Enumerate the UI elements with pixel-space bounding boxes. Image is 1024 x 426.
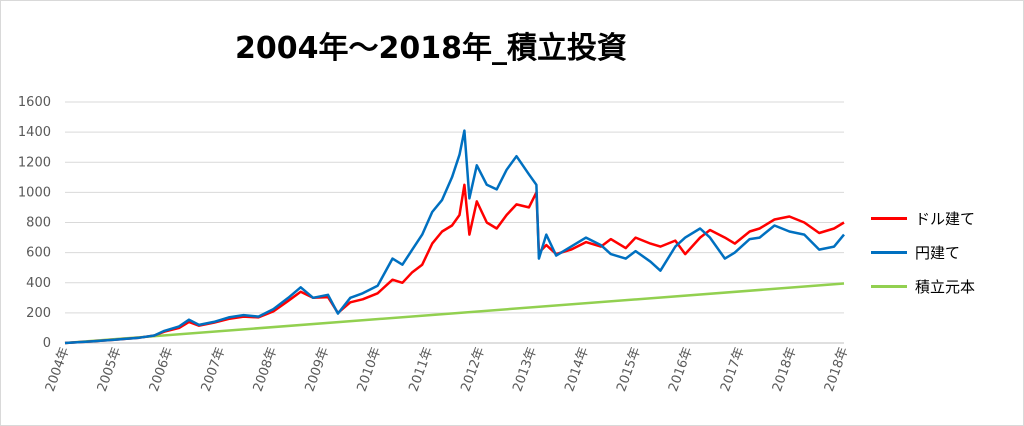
x-tick-label: 2017年: [718, 345, 748, 393]
y-tick-label: 200: [26, 306, 51, 321]
y-tick-label: 1200: [18, 155, 51, 170]
x-tick-label: 2004年: [43, 345, 73, 393]
y-tick-label: 1000: [18, 185, 51, 200]
y-tick-label: 0: [43, 336, 51, 351]
x-tick-label: 2006年: [147, 345, 177, 393]
x-tick-label: 2011年: [406, 345, 436, 393]
series-line-0: [64, 183, 845, 345]
legend-label: 円建て: [915, 243, 961, 262]
x-tick-label: 2015年: [614, 345, 644, 393]
x-tick-label: 2014年: [562, 345, 592, 393]
x-tick-label: 2013年: [510, 345, 540, 393]
y-tick-label: 800: [26, 216, 51, 231]
x-tick-label: 2018年: [770, 345, 800, 393]
x-tick-label: 2010年: [354, 345, 384, 393]
y-tick-label: 1600: [18, 95, 51, 110]
x-tick-label: 2012年: [458, 345, 488, 393]
y-tick-label: 1400: [18, 125, 51, 140]
x-tick-label: 2008年: [251, 345, 281, 393]
legend-item: 円建て: [871, 235, 975, 269]
chart-title: 2004年～2018年_積立投資: [235, 31, 627, 66]
legend-label: ドル建て: [915, 209, 976, 228]
legend-swatch: [871, 284, 907, 288]
x-tick-label: 2018年: [822, 345, 852, 393]
x-tick-label: 2016年: [666, 345, 696, 393]
x-tick-label: 2005年: [95, 345, 125, 393]
y-tick-label: 600: [26, 246, 51, 261]
legend-label: 積立元本: [915, 277, 976, 296]
series-line-1: [64, 129, 845, 345]
y-tick-label: 400: [26, 276, 51, 291]
legend-item: 積立元本: [871, 269, 975, 303]
legend-item: ドル建て: [871, 201, 975, 235]
legend-swatch: [871, 216, 907, 220]
legend-swatch: [871, 250, 907, 254]
x-tick-label: 2009年: [303, 345, 333, 393]
x-tick-label: 2007年: [199, 345, 229, 393]
chart-legend: ドル建て円建て積立元本: [871, 201, 975, 303]
series-line-2: [64, 282, 845, 345]
